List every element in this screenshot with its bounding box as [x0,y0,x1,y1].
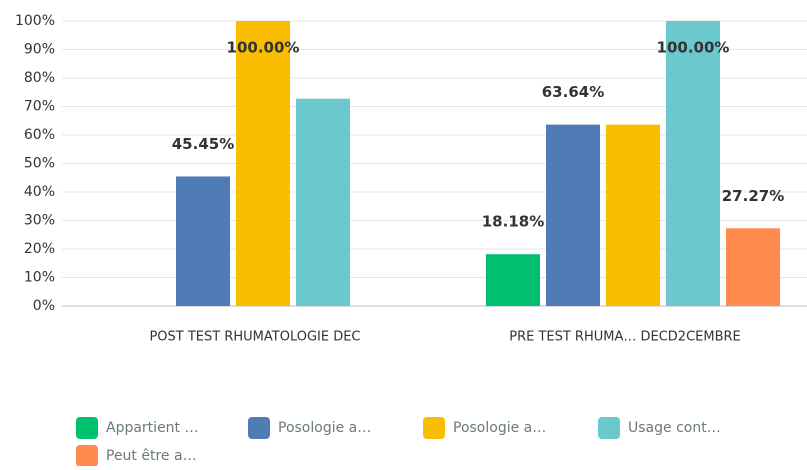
bar [176,176,230,306]
y-tick-label: 0% [33,298,55,314]
y-tick-label: 40% [24,184,55,200]
legend-label: Posologie a… [453,420,546,436]
legend-label: Posologie a… [278,420,371,436]
data-label: 63.64% [542,83,604,101]
legend-swatch [248,417,270,439]
data-label: 100.00% [227,39,300,57]
data-label: 18.18% [482,213,544,231]
bar [236,21,290,306]
y-tick-label: 20% [24,241,55,257]
bar [486,254,540,306]
y-tick-label: 50% [24,156,55,172]
x-tick-label: PRE TEST RHUMA… DECD2CEMBRE [509,330,741,345]
legend-swatch [598,417,620,439]
y-tick-label: 90% [24,42,55,58]
y-tick-label: 60% [24,127,55,143]
y-tick-label: 70% [24,99,55,115]
legend-label: Usage cont… [628,420,721,436]
x-tick-label: POST TEST RHUMATOLOGIE DEC [149,330,360,345]
data-label: 100.00% [657,39,730,57]
bar [606,124,660,306]
y-tick-label: 30% [24,213,55,229]
legend-swatch [76,445,98,467]
legend-label: Peut être a… [106,448,197,464]
y-tick-label: 80% [24,70,55,86]
bar [726,228,780,306]
legend-label: Appartient … [106,420,199,436]
bar [666,21,720,306]
legend-swatch [423,417,445,439]
bar [296,98,350,306]
data-label: 45.45% [172,135,234,153]
legend-swatch [76,417,98,439]
y-tick-label: 10% [24,270,55,286]
y-tick-label: 100% [15,13,55,29]
data-label: 27.27% [722,187,784,205]
bar [546,124,600,306]
